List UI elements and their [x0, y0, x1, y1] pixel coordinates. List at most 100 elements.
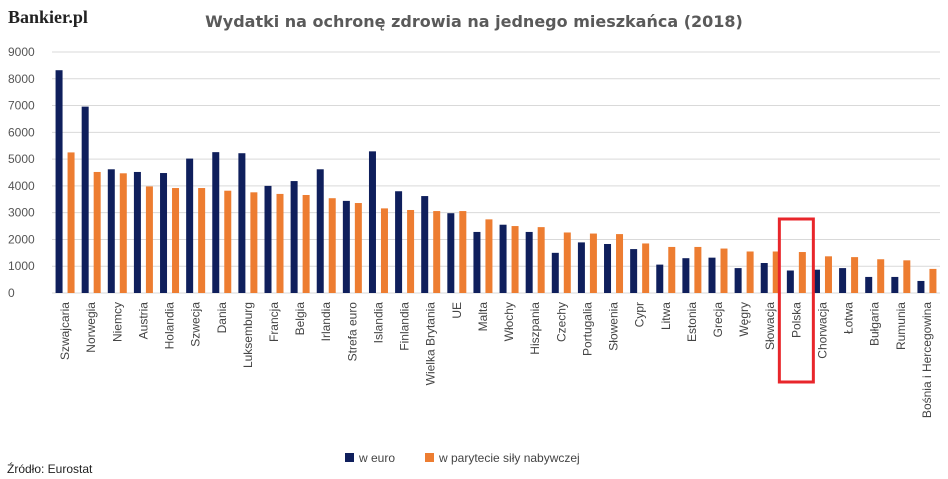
- bar-ppp: [668, 246, 676, 293]
- bar-ppp: [250, 192, 258, 293]
- legend: w euro w parytecie siły nabywczej: [345, 451, 580, 465]
- bar-euro: [656, 264, 664, 293]
- x-category-label: Hiszpania: [528, 302, 542, 355]
- bar-ppp: [746, 251, 754, 293]
- legend-swatch-ppp: [425, 453, 434, 462]
- x-category-label: Holandia: [163, 302, 177, 350]
- bar-ppp: [694, 246, 702, 293]
- bar-ppp: [302, 194, 310, 293]
- bar-euro: [682, 258, 690, 293]
- x-category-label: Szwecja: [189, 302, 203, 347]
- bar-ppp: [511, 226, 519, 293]
- y-tick-label: 7000: [8, 99, 35, 113]
- legend-label-ppp: w parytecie siły nabywczej: [438, 451, 580, 465]
- x-axis: Szwajcaria Norwegia Niemcy Austria Holandia S…: [58, 302, 934, 418]
- bar-ppp: [798, 252, 806, 293]
- bar-euro: [577, 242, 585, 293]
- x-category-label: Irlandia: [319, 302, 333, 342]
- bar-euro: [342, 200, 350, 293]
- bar-ppp: [145, 186, 153, 293]
- bar-ppp: [328, 198, 336, 293]
- x-category-label: Dania: [215, 302, 229, 334]
- x-category-label: Łotwa: [842, 302, 856, 334]
- highlight-group: [777, 217, 815, 384]
- bar-ppp: [563, 232, 571, 293]
- bar-euro: [551, 252, 559, 293]
- bar-euro: [525, 231, 533, 293]
- bar-ppp: [172, 188, 180, 293]
- x-category-label: Wielka Brytania: [424, 302, 438, 386]
- bar-ppp: [67, 152, 75, 293]
- highlight-box: [777, 217, 815, 384]
- x-category-label: Portugalia: [580, 302, 594, 356]
- chart-title: Wydatki na ochronę zdrowia na jednego mi…: [205, 12, 743, 31]
- y-tick-label: 1000: [8, 259, 35, 273]
- bar-euro: [760, 263, 768, 293]
- bar-euro: [107, 169, 115, 293]
- bar-ppp: [903, 260, 911, 293]
- x-category-label: Słowenia: [607, 302, 621, 351]
- bar-ppp: [772, 251, 780, 293]
- x-category-label: Francja: [267, 302, 281, 342]
- bar-ppp: [485, 219, 493, 293]
- x-category-label: Bułgaria: [868, 302, 882, 346]
- x-category-label: Słowacja: [763, 302, 777, 350]
- y-tick-label: 5000: [8, 152, 35, 166]
- bar-ppp: [380, 208, 388, 293]
- x-category-label: Bośnia i Hercegowina: [920, 302, 934, 418]
- x-category-label: UE: [450, 302, 464, 319]
- bar-ppp: [851, 257, 859, 293]
- bar-euro: [473, 231, 481, 293]
- bar-ppp: [589, 233, 597, 293]
- bar-euro: [264, 185, 272, 293]
- bar-euro: [604, 243, 612, 293]
- y-tick-label: 6000: [8, 125, 35, 139]
- x-category-label: Estonia: [685, 302, 699, 342]
- bar-euro: [290, 181, 298, 293]
- y-tick-label: 8000: [8, 72, 35, 86]
- source-note: Źródło: Eurostat: [7, 461, 93, 476]
- bar-ppp: [407, 209, 415, 293]
- bar-euro: [81, 106, 89, 293]
- bar-ppp: [877, 259, 885, 293]
- bar-euro: [212, 152, 220, 293]
- bar-euro: [160, 173, 168, 293]
- bar-ppp: [119, 173, 127, 293]
- bar-euro: [395, 191, 403, 293]
- y-tick-label: 0: [8, 286, 15, 300]
- bar-ppp: [459, 211, 467, 293]
- bar-euro: [133, 171, 141, 293]
- bar-euro: [421, 196, 429, 293]
- y-axis: 0 1000 2000 3000 4000 5000 6000 7000 8000 9000: [8, 45, 35, 300]
- bar-euro: [891, 276, 899, 293]
- bar-ppp: [93, 171, 101, 293]
- x-category-label: Chorwacja: [815, 302, 829, 359]
- legend-swatch-euro: [345, 453, 354, 462]
- bar-ppp: [354, 203, 362, 293]
- grid-lines: [52, 51, 940, 294]
- bar-ppp: [929, 268, 937, 293]
- x-category-label: Islandia: [371, 302, 385, 344]
- bar-euro: [839, 268, 847, 293]
- bar-ppp: [198, 188, 206, 293]
- x-category-label: Finlandia: [398, 302, 412, 351]
- x-category-label: Austria: [136, 302, 150, 340]
- bars: [55, 70, 937, 293]
- bar-ppp: [720, 248, 728, 293]
- bar-ppp: [276, 193, 284, 293]
- bar-euro: [865, 276, 873, 293]
- bar-euro: [238, 153, 246, 293]
- bar-ppp: [537, 227, 545, 293]
- x-category-label: Włochy: [502, 302, 516, 341]
- y-tick-label: 9000: [8, 45, 35, 59]
- x-category-label: Norwegia: [84, 302, 98, 353]
- bar-euro: [917, 280, 925, 293]
- x-category-label: Polska: [789, 302, 803, 338]
- x-category-label: Grecja: [711, 302, 725, 338]
- bar-euro: [316, 169, 324, 293]
- x-category-label: Luksemburg: [241, 302, 255, 368]
- x-category-label: Cypr: [633, 302, 647, 327]
- x-category-label: Szwajcaria: [58, 302, 72, 360]
- x-category-label: Niemcy: [110, 302, 124, 342]
- x-category-label: Węgry: [737, 302, 751, 337]
